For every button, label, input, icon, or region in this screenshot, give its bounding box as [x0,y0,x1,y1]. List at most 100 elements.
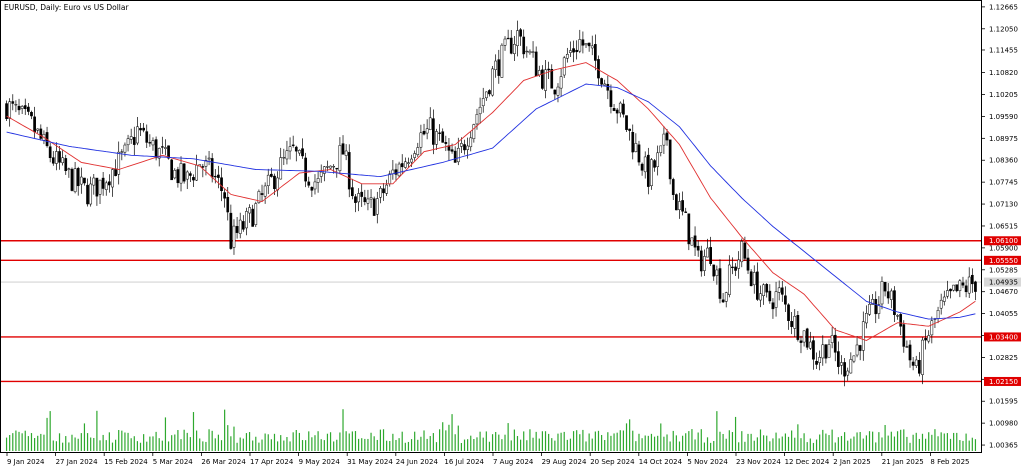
candle-body [108,181,111,186]
candle-body [260,193,264,195]
candle-body [625,115,628,130]
candle-body [139,128,142,131]
instrument-description: Euro vs US Dollar [64,3,130,12]
candle-body [276,177,279,191]
candle-body [562,57,566,76]
candle-body [731,266,734,269]
candle-body [628,128,631,131]
candle-body [830,335,834,343]
timeframe-label: Daily [40,3,60,12]
current-price-label: 1.04935 [989,279,1018,287]
candle-body [478,106,482,115]
level-price-label: 1.02150 [989,378,1018,386]
candle-body [8,101,12,119]
candle-body [833,334,837,353]
candle-body [699,250,703,272]
candle-body [774,291,778,308]
candle-body [696,245,700,251]
candle-body [291,144,295,146]
candle-body [332,166,336,168]
y-tick-label: 1.00980 [989,420,1018,428]
candle-body [746,257,750,271]
candle-body [444,142,448,144]
candle-body [164,147,167,149]
candle-body [914,359,918,366]
level-price-tag [984,236,1021,246]
candle-body [160,146,164,148]
candle-body [516,30,519,46]
candle-body [874,299,878,315]
candle-body [123,144,127,153]
candle-body [363,197,367,203]
candle-body [304,157,307,182]
candle-body [173,170,177,179]
candle-body [419,132,423,148]
candle-body [251,208,255,227]
candle-body [575,49,579,53]
candle-body [475,114,479,125]
candle-body [354,196,357,203]
candle-body [104,182,108,190]
candle-body [263,185,267,197]
candle-body [665,132,669,141]
y-tick-label: 1.07130 [989,201,1018,209]
candle-body [799,340,803,343]
candle-body [849,359,853,374]
candle-body [805,328,809,348]
candle-body [497,59,501,76]
candle-body [360,191,364,197]
candle-body [329,165,332,169]
x-tick-label: 17 Apr 2024 [250,458,294,466]
candle-body [631,132,635,153]
candle-body [142,127,145,131]
candle-body [394,169,398,175]
x-tick-label: 23 Nov 2024 [736,458,781,466]
candle-body [11,101,15,104]
candle-body [76,168,80,187]
x-tick-label: 24 Jun 2024 [396,458,439,466]
candle-body [877,304,881,314]
candle-body [369,197,373,200]
candle-body [506,37,510,40]
candle-body [55,151,58,164]
candle-body [472,124,476,139]
candle-body [453,150,457,163]
candle-body [709,247,712,264]
x-tick-label: 16 Jul 2024 [444,458,484,466]
candle-body [220,177,223,191]
x-tick-label: 31 May 2024 [347,458,393,466]
candle-body [771,302,775,310]
candle-body [463,144,466,151]
x-tick-label: 26 Mar 2024 [201,458,246,466]
candle-body [391,169,395,174]
candle-body [727,264,731,295]
candle-body [858,345,862,351]
candle-body [634,143,638,152]
candle-body [952,284,955,291]
candle-body [238,219,242,234]
candle-body [481,98,485,107]
candle-body [740,241,744,263]
candle-body [600,78,603,85]
candle-body [840,362,843,366]
candle-body [310,187,314,191]
candle-body [86,184,89,205]
candle-body [865,313,868,324]
candle-body [385,184,388,194]
candle-body [868,303,871,315]
candle-body [970,274,974,285]
candle-body [703,256,706,271]
candle-body [861,321,865,351]
level-price-label: 1.06100 [989,237,1018,245]
candle-body [422,130,426,135]
candle-body [812,340,815,360]
candle-body [51,157,55,164]
candle-body [918,360,921,374]
candle-body [469,137,473,148]
candle-body [622,103,625,115]
candle-body [955,284,959,292]
candle-body [229,212,233,249]
candle-body [768,290,772,302]
candle-body [282,157,286,159]
